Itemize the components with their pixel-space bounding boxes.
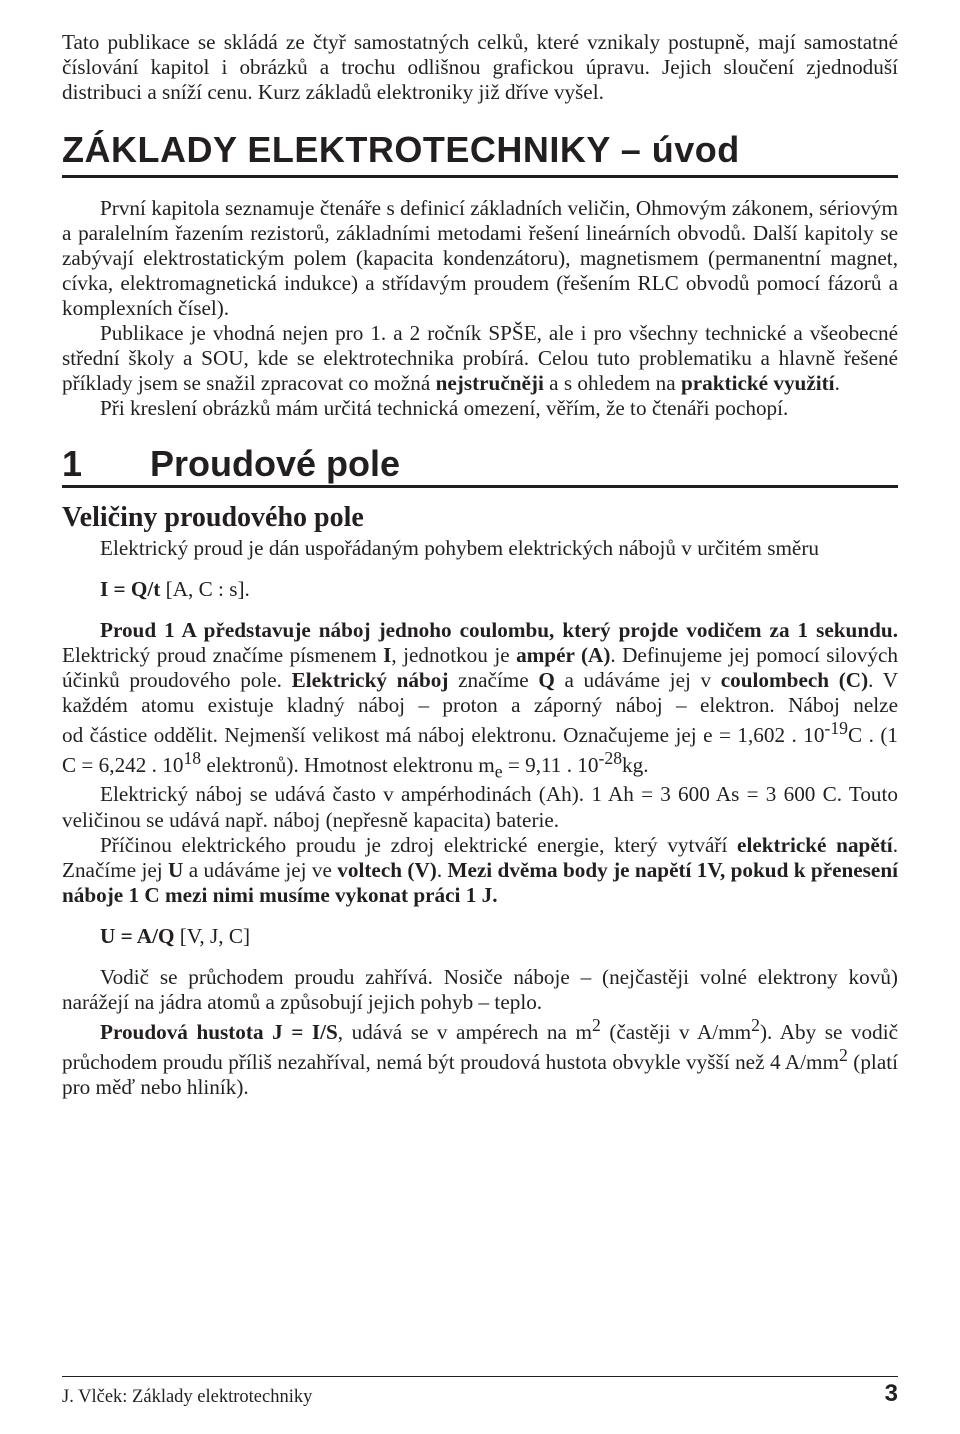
intro-paragraph: Tato publikace se skládá ze čtyř samosta… (62, 30, 898, 105)
text: = 9,11 . 10 (503, 753, 599, 777)
chapter-heading: 1 Proudové pole (62, 443, 898, 488)
paragraph: Příčinou elektrického proudu je zdroj el… (62, 833, 898, 908)
bold-text: ampér (A) (516, 643, 610, 667)
page-footer: J. Vlček: Základy elektrotechniky 3 (62, 1376, 898, 1408)
bold-text: voltech (V) (337, 858, 437, 882)
bold-text: elektrické napětí (737, 833, 893, 857)
bold-text: Elektrický náboj (292, 668, 449, 692)
desc-paragraph-2: Publikace je vhodná nejen pro 1. a 2 roč… (62, 321, 898, 396)
desc-paragraph-1: První kapitola seznamuje čtenáře s defin… (62, 196, 898, 321)
bold-text: Proudová hustota J = I/S (100, 1020, 338, 1044)
chapter-number: 1 (62, 443, 150, 485)
bold-text: praktické využití (681, 371, 835, 395)
superscript: 2 (839, 1045, 848, 1065)
footer-author: J. Vlček: Základy elektrotechniky (62, 1387, 312, 1408)
text: a udáváme jej v (555, 668, 721, 692)
paragraph: Elektrický náboj se udává často v ampérh… (62, 782, 898, 832)
text: kg. (622, 753, 648, 777)
bold-text: U (168, 858, 183, 882)
formula: I = Q/t [A, C : s]. (100, 577, 898, 602)
text: Elektrický proud značíme písmenem (62, 643, 383, 667)
text: a s ohledem na (544, 371, 681, 395)
text: (častěji v A/mm (601, 1020, 751, 1044)
paragraph: Vodič se průchodem proudu zahřívá. Nosič… (62, 965, 898, 1015)
superscript: 2 (751, 1015, 760, 1035)
main-title: ZÁKLADY ELEKTROTECHNIKY – úvod (62, 129, 898, 178)
superscript: 2 (592, 1015, 601, 1035)
bold-text: Q (538, 668, 554, 692)
formula-units: [A, C : s]. (166, 577, 250, 601)
text: značíme (448, 668, 538, 692)
chapter-title: Proudové pole (150, 443, 400, 485)
formula: U = A/Q [V, J, C] (100, 924, 898, 949)
text: . (835, 371, 840, 395)
superscript: 18 (183, 748, 201, 768)
subscript: e (495, 762, 503, 782)
formula-bold: I = Q/t (100, 577, 166, 601)
paragraph: Proud 1 A představuje náboj jednoho coul… (62, 618, 898, 782)
text: , jednotkou je (391, 643, 516, 667)
text: , udává se v ampérech na m (338, 1020, 592, 1044)
text: . (437, 858, 448, 882)
formula-bold: U = A/Q (100, 924, 180, 948)
text: elektronů). Hmotnost elektronu m (201, 753, 495, 777)
bold-text: Proud 1 A představuje náboj jednoho coul… (100, 618, 898, 642)
page-number: 3 (885, 1380, 898, 1408)
bold-text: nejstručněji (436, 371, 544, 395)
subheading: Veličiny proudového pole (62, 502, 898, 534)
bold-text: coulombech (C) (721, 668, 868, 692)
desc-paragraph-3: Při kreslení obrázků mám určitá technick… (62, 396, 898, 421)
formula-units: [V, J, C] (180, 924, 250, 948)
superscript: -19 (824, 718, 848, 738)
paragraph: Proudová hustota J = I/S, udává se v amp… (62, 1015, 898, 1100)
text: Příčinou elektrického proudu je zdroj el… (100, 833, 737, 857)
superscript: -28 (598, 748, 622, 768)
paragraph: Elektrický proud je dán uspořádaným pohy… (62, 536, 898, 561)
text: a udáváme jej ve (183, 858, 337, 882)
